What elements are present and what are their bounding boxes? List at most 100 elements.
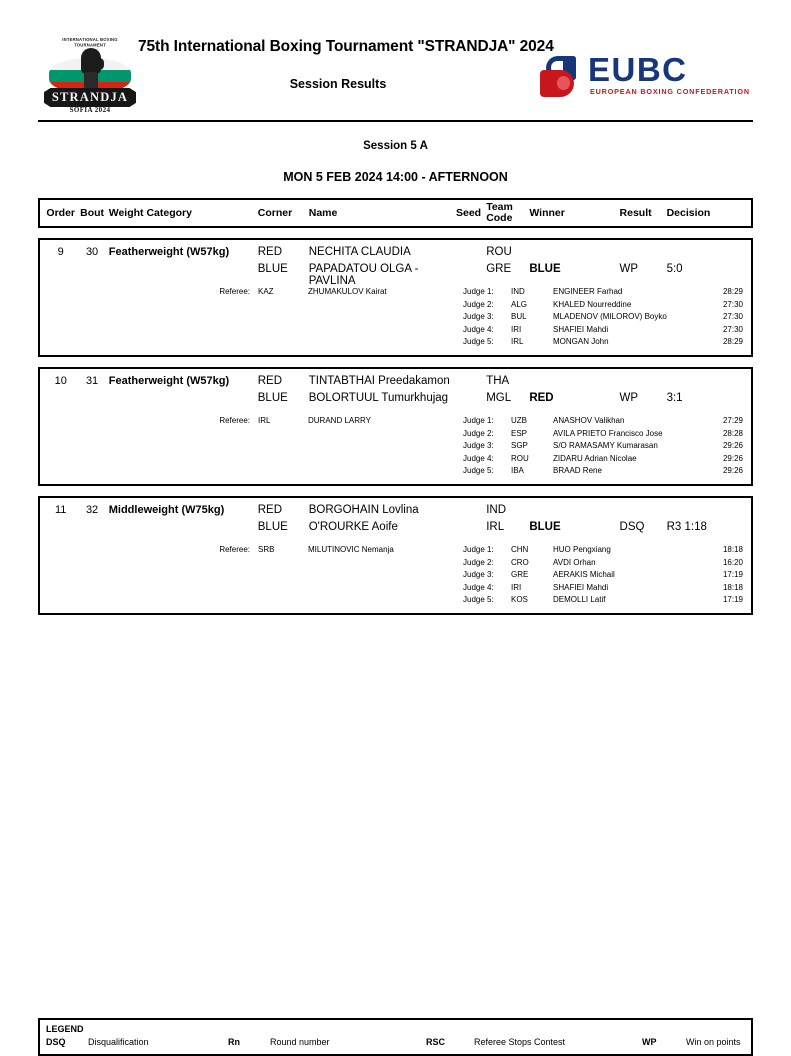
referee-label: Referee:: [219, 287, 250, 296]
judge-score: 16:20: [722, 557, 743, 567]
session-info: Session 5 A MON 5 FEB 2024 14:00 - AFTER…: [0, 140, 791, 184]
referee-label: Referee:: [219, 415, 250, 425]
corner-label-blue: BLUE: [257, 391, 288, 404]
bout-blue-row: BLUE O'ROURKE Aoife IRL BLUE DSQ R3 1:18: [46, 521, 745, 539]
bout-order: 11: [54, 503, 67, 516]
judge-score: 27:30: [722, 324, 743, 334]
legend-abbr-rn: Rn: [228, 1037, 240, 1047]
page-header: INTERNATIONAL BOXING TOURNAMENT STRANDJA…: [38, 32, 753, 120]
legend-title: LEGEND: [46, 1024, 84, 1034]
judge-label: Judge 1:: [463, 415, 494, 425]
judge-label: Judge 2:: [463, 557, 494, 567]
bouts-container: 9 30 Featherweight (W57kg) RED NECHITA CLAUD…: [38, 238, 753, 615]
session-name: Session 5 A: [363, 140, 428, 152]
judge-nat: CRO: [511, 557, 529, 567]
bout-weight-category: Middleweight (W75kg): [108, 503, 225, 516]
team-code-red: IND: [486, 503, 506, 516]
column-header-team-code: Team Code: [486, 202, 529, 224]
judge-name: S/O RAMASAMY Kumarasan: [553, 441, 658, 451]
judge-label: Judge 5:: [463, 595, 494, 605]
judge-score: 27:30: [722, 299, 743, 309]
judge-name: MONGAN John: [553, 337, 609, 347]
corner-label-red: RED: [257, 503, 283, 516]
table-header-row: Order Bout Weight Category Corner Name S…: [38, 198, 753, 228]
referee-nat: SRB: [258, 544, 275, 554]
bout-number: 32: [85, 503, 99, 516]
team-code-red: THA: [486, 374, 510, 387]
legend-abbr-wp: WP: [642, 1037, 657, 1047]
session-datetime: MON 5 FEB 2024 14:00 - AFTERNOON: [283, 170, 508, 184]
judge-nat: IRI: [511, 324, 522, 334]
judge-label: Judge 1:: [463, 287, 494, 296]
bout-red-row: 11 32 Middleweight (W75kg) RED BORGOHAIN Lov…: [46, 504, 745, 521]
judge-score: 27:30: [722, 312, 743, 322]
column-header-corner: Corner: [257, 207, 293, 219]
judge-score: 17:19: [722, 570, 743, 580]
judge-score: 29:26: [722, 453, 743, 463]
tournament-title: 75th International Boxing Tournament "ST…: [138, 38, 554, 55]
eubc-logo: EUBC EUROPEAN BOXING CONFEDERATION: [538, 51, 753, 102]
eubc-wordmark: EUBC: [588, 51, 688, 88]
judge-name: AVILA PRIETO Francisco Jose: [553, 428, 663, 438]
judge-name: SHAFIEI Mahdi: [553, 324, 609, 334]
legend-text-rn: Round number: [270, 1037, 330, 1047]
judge-label: Judge 3:: [463, 441, 494, 451]
referee-row: Referee: SRB MILUTINOVIC Nemanja: [46, 545, 463, 608]
judge-name: AVDI Orhan: [553, 557, 596, 567]
judges-list: Judge 1: UZB ANASHOV Valikhan 27:29 Judge 2:…: [463, 416, 745, 479]
judge-name: MLADENOV (MILOROV) Boyko: [553, 312, 667, 322]
bout-decision: R3 1:18: [666, 520, 707, 533]
referee-row: Referee: KAZ ZHUMAKULOV Kairat: [46, 287, 463, 350]
judge-nat: ESP: [511, 428, 528, 438]
legend-text-wp: Win on points: [686, 1037, 741, 1047]
column-header-bout: Bout: [80, 207, 105, 219]
judge-nat: IRL: [511, 337, 524, 347]
judge-row: Judge 1: UZB ANASHOV Valikhan 27:29: [463, 416, 745, 429]
judge-label: Judge 1:: [463, 544, 494, 554]
boxing-glove-icon: [79, 48, 104, 92]
judge-nat: KOS: [511, 595, 528, 605]
judge-name: HUO Pengxiang: [553, 544, 611, 554]
bout-blue-row: BLUE PAPADATOU OLGA -PAVLINA GRE BLUE WP 5:0: [46, 263, 745, 287]
bout-winner: RED: [529, 391, 554, 404]
judge-name: ZIDARU Adrian Nicolae: [553, 453, 637, 463]
referee-name: MILUTINOVIC Nemanja: [308, 544, 394, 554]
referee-nat: KAZ: [258, 287, 274, 296]
judge-row: Judge 3: SGP S/O RAMASAMY Kumarasan 29:26: [463, 441, 745, 454]
boxer-name-red: BORGOHAIN Lovlina: [308, 503, 419, 516]
bout-block: 10 31 Featherweight (W57kg) RED TINTABTHAI P…: [38, 366, 753, 486]
bout-number: 30: [85, 246, 99, 258]
judge-nat: SGP: [511, 441, 528, 451]
legend-text-rsc: Referee Stops Contest: [474, 1037, 566, 1047]
team-code-blue: IRL: [486, 520, 505, 533]
boxer-name-red: NECHITA CLAUDIA: [308, 246, 411, 258]
bout-weight-category: Featherweight (W57kg): [108, 374, 230, 387]
officials-block: Referee: KAZ ZHUMAKULOV Kairat Judge 1: IND E…: [46, 287, 745, 350]
bout-result: WP: [619, 263, 639, 275]
judge-score: 18:18: [722, 582, 743, 592]
team-code-blue: GRE: [486, 263, 512, 275]
judge-score: 28:29: [722, 287, 743, 296]
judge-label: Judge 4:: [463, 324, 494, 334]
legend-text-dsq: Disqualification: [88, 1037, 149, 1047]
column-header-team-line1: Team: [486, 201, 513, 213]
eubc-emblem-icon: [540, 56, 584, 98]
corner-label-red: RED: [257, 374, 283, 387]
referee-name: DURAND LARRY: [308, 415, 371, 425]
judge-name: AERAKIS Michail: [553, 570, 615, 580]
judge-score: 29:26: [722, 466, 743, 476]
judge-label: Judge 2:: [463, 299, 494, 309]
strandja-logo: INTERNATIONAL BOXING TOURNAMENT STRANDJA…: [42, 36, 138, 118]
header-divider: [38, 120, 753, 122]
judge-label: Judge 3:: [463, 570, 494, 580]
judge-row: Judge 2: ALG KHALED Nourreddine 27:30: [463, 300, 745, 313]
bout-winner: BLUE: [529, 263, 561, 275]
judge-row: Judge 3: GRE AERAKIS Michail 17:19: [463, 570, 745, 583]
strandja-banner-text: STRANDJA: [44, 88, 136, 107]
officials-block: Referee: SRB MILUTINOVIC Nemanja Judge 1: CH…: [46, 545, 745, 608]
column-header-decision: Decision: [666, 207, 711, 219]
judge-name: DEMOLLI Latif: [553, 595, 606, 605]
judges-list: Judge 1: CHN HUO Pengxiang 18:18 Judge 2: CRO…: [463, 545, 745, 608]
judge-label: Judge 3:: [463, 312, 494, 322]
bout-blue-row: BLUE BOLORTUUL Tumurkhujag MGL RED WP 3:1: [46, 392, 745, 410]
